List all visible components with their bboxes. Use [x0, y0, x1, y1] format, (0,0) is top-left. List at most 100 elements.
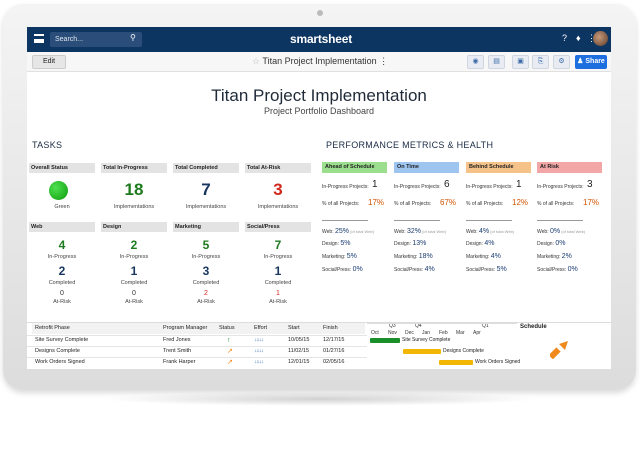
globe-icon[interactable]: ◉: [467, 55, 484, 69]
side-arrow-icon: ↗: [227, 359, 233, 366]
metric-row-label: Marketing:: [322, 254, 347, 260]
present-icon[interactable]: ▣: [512, 55, 529, 69]
in-progress-projects-value: 6: [444, 179, 450, 190]
summary-label: Total Completed: [173, 163, 239, 173]
side-arrow-icon: ↗: [227, 348, 233, 355]
metric-row-value: 25%: [334, 228, 349, 235]
at-risk-caption: At-Risk: [125, 299, 143, 305]
finish-cell: 12/17/15: [323, 337, 345, 343]
metric-row: Social/Press: 4%: [394, 266, 435, 273]
search-input[interactable]: Search...: [50, 32, 142, 47]
category-label: Web: [29, 222, 95, 232]
metric-row-label: Social/Press:: [537, 267, 568, 273]
bell-icon[interactable]: ♦: [576, 33, 581, 43]
metric-row-label: Design:: [322, 241, 341, 247]
percent-value: 12%: [512, 198, 529, 207]
phase-cell: Work Orders Signed: [35, 359, 85, 365]
in-progress-caption: In-Progress: [119, 254, 149, 260]
in-progress-projects-value: 1: [516, 179, 522, 190]
completed-count: 3: [202, 264, 210, 278]
phase-cell: Designs Complete: [35, 348, 80, 354]
summary-caption: Green: [54, 204, 70, 210]
metric-row: Web: 25% (of total Web): [322, 228, 374, 235]
metric-header: On Time: [394, 162, 459, 173]
table-header: Status: [216, 323, 251, 334]
gantt-bar-label: Site Survey Complete: [402, 337, 451, 343]
table-row: Site Survey Complete Fred Jones ↑ ↓↓↓↓↓ 10/0…: [27, 335, 367, 346]
percent-value: 17%: [583, 198, 600, 207]
metric-row: Marketing: 2%: [537, 253, 572, 260]
category-label: Design: [101, 222, 167, 232]
at-risk-caption: At-Risk: [197, 299, 215, 305]
metric-header: Ahead of Schedule: [322, 162, 387, 173]
divider: [466, 220, 512, 221]
chart-icon[interactable]: ▤: [488, 55, 505, 69]
table-row: Designs Complete Trent Smith ↗ ↓↓↓↓↓ 11/02/1…: [27, 346, 367, 357]
table-header: Retrofit Phase: [32, 323, 160, 334]
metric-row: Social/Press: 0%: [537, 266, 578, 273]
summary-label: Total In-Progress: [101, 163, 167, 173]
favorite-star-icon[interactable]: ☆: [252, 56, 261, 66]
completed-caption: Completed: [264, 280, 292, 286]
metric-row: Web: 4% (of total Web): [466, 228, 514, 235]
metric-row-label: Design:: [537, 241, 556, 247]
completed-count: 1: [274, 264, 282, 278]
in-progress-projects-label: In-Progress Projects:: [322, 184, 369, 190]
status-indicator-icon: [49, 181, 68, 200]
at-risk-count: 1: [276, 290, 280, 297]
search-icon[interactable]: ⚲: [130, 33, 136, 42]
effort-cell: ↓↓↓↓↓: [254, 348, 264, 354]
share-button[interactable]: ♟ Share: [575, 55, 607, 69]
table-row: Work Orders Signed Frank Harper ↗ ↓↓↓↓↓ 12/0…: [27, 357, 367, 368]
sheet-title-text: Titan Project Implementation: [262, 56, 377, 66]
top-navigation-bar: Search... ⚲ smartsheet ? ♦ ⋮: [27, 27, 611, 52]
table-header: Program Manager: [160, 323, 216, 334]
divider: [394, 220, 440, 221]
schedule-arrow-icon: [550, 341, 568, 359]
summary-value: 7: [201, 180, 211, 199]
dashboard-title: Titan Project Implementation: [211, 86, 427, 105]
help-icon[interactable]: ?: [562, 33, 568, 43]
metric-header: Behind Schedule: [466, 162, 531, 173]
gantt-bar: [370, 338, 400, 343]
metric-row-value: 18%: [418, 253, 433, 260]
in-progress-count: 7: [274, 238, 282, 252]
metric-row-label: Social/Press:: [322, 267, 353, 273]
print-icon[interactable]: ⎘: [532, 55, 549, 69]
gantt-month: Oct: [371, 330, 379, 336]
completed-caption: Completed: [48, 280, 76, 286]
metric-row-note: (of total Web): [348, 229, 375, 234]
menu-icon[interactable]: [34, 34, 44, 43]
metric-row-value: 0%: [567, 266, 578, 273]
metric-row: Design: 5%: [322, 240, 350, 247]
settings-icon[interactable]: ⚙: [553, 55, 570, 69]
metric-row: Social/Press: 5%: [466, 266, 507, 273]
sheet-title[interactable]: ☆ Titan Project Implementation ⋮: [252, 56, 388, 67]
more-options-icon[interactable]: ⋮: [379, 56, 389, 66]
row-divider: [27, 357, 367, 358]
row-divider: [27, 346, 367, 347]
gantt-month: Mar: [456, 330, 465, 336]
at-risk-caption: At-Risk: [269, 299, 287, 305]
metric-row-value: 5%: [340, 240, 351, 247]
schedule-label: Schedule: [520, 324, 547, 330]
summary-caption: Implementations: [113, 204, 155, 210]
gantt-bar: [439, 360, 473, 365]
apps-icon[interactable]: ⋮: [587, 33, 596, 43]
percent-label: % of all Projects:: [537, 201, 575, 207]
divider: [537, 220, 583, 221]
finish-cell: 02/05/16: [323, 359, 345, 365]
avatar[interactable]: [593, 31, 608, 46]
gantt-quarter: Q4: [415, 323, 422, 329]
share-label: Share: [585, 58, 605, 65]
edit-button[interactable]: Edit: [32, 55, 66, 69]
gantt-month: Jan: [422, 330, 431, 336]
summary-label: Overall Status: [29, 163, 95, 173]
metrics-heading: PERFORMANCE METRICS & HEALTH: [326, 140, 494, 150]
completed-caption: Completed: [192, 280, 220, 286]
in-progress-caption: In-Progress: [47, 254, 77, 260]
metric-row-value: 4%: [478, 228, 490, 235]
up-arrow-icon: ↑: [227, 337, 231, 344]
metric-row: Marketing: 5%: [322, 253, 357, 260]
metric-row-label: Social/Press:: [394, 267, 425, 273]
